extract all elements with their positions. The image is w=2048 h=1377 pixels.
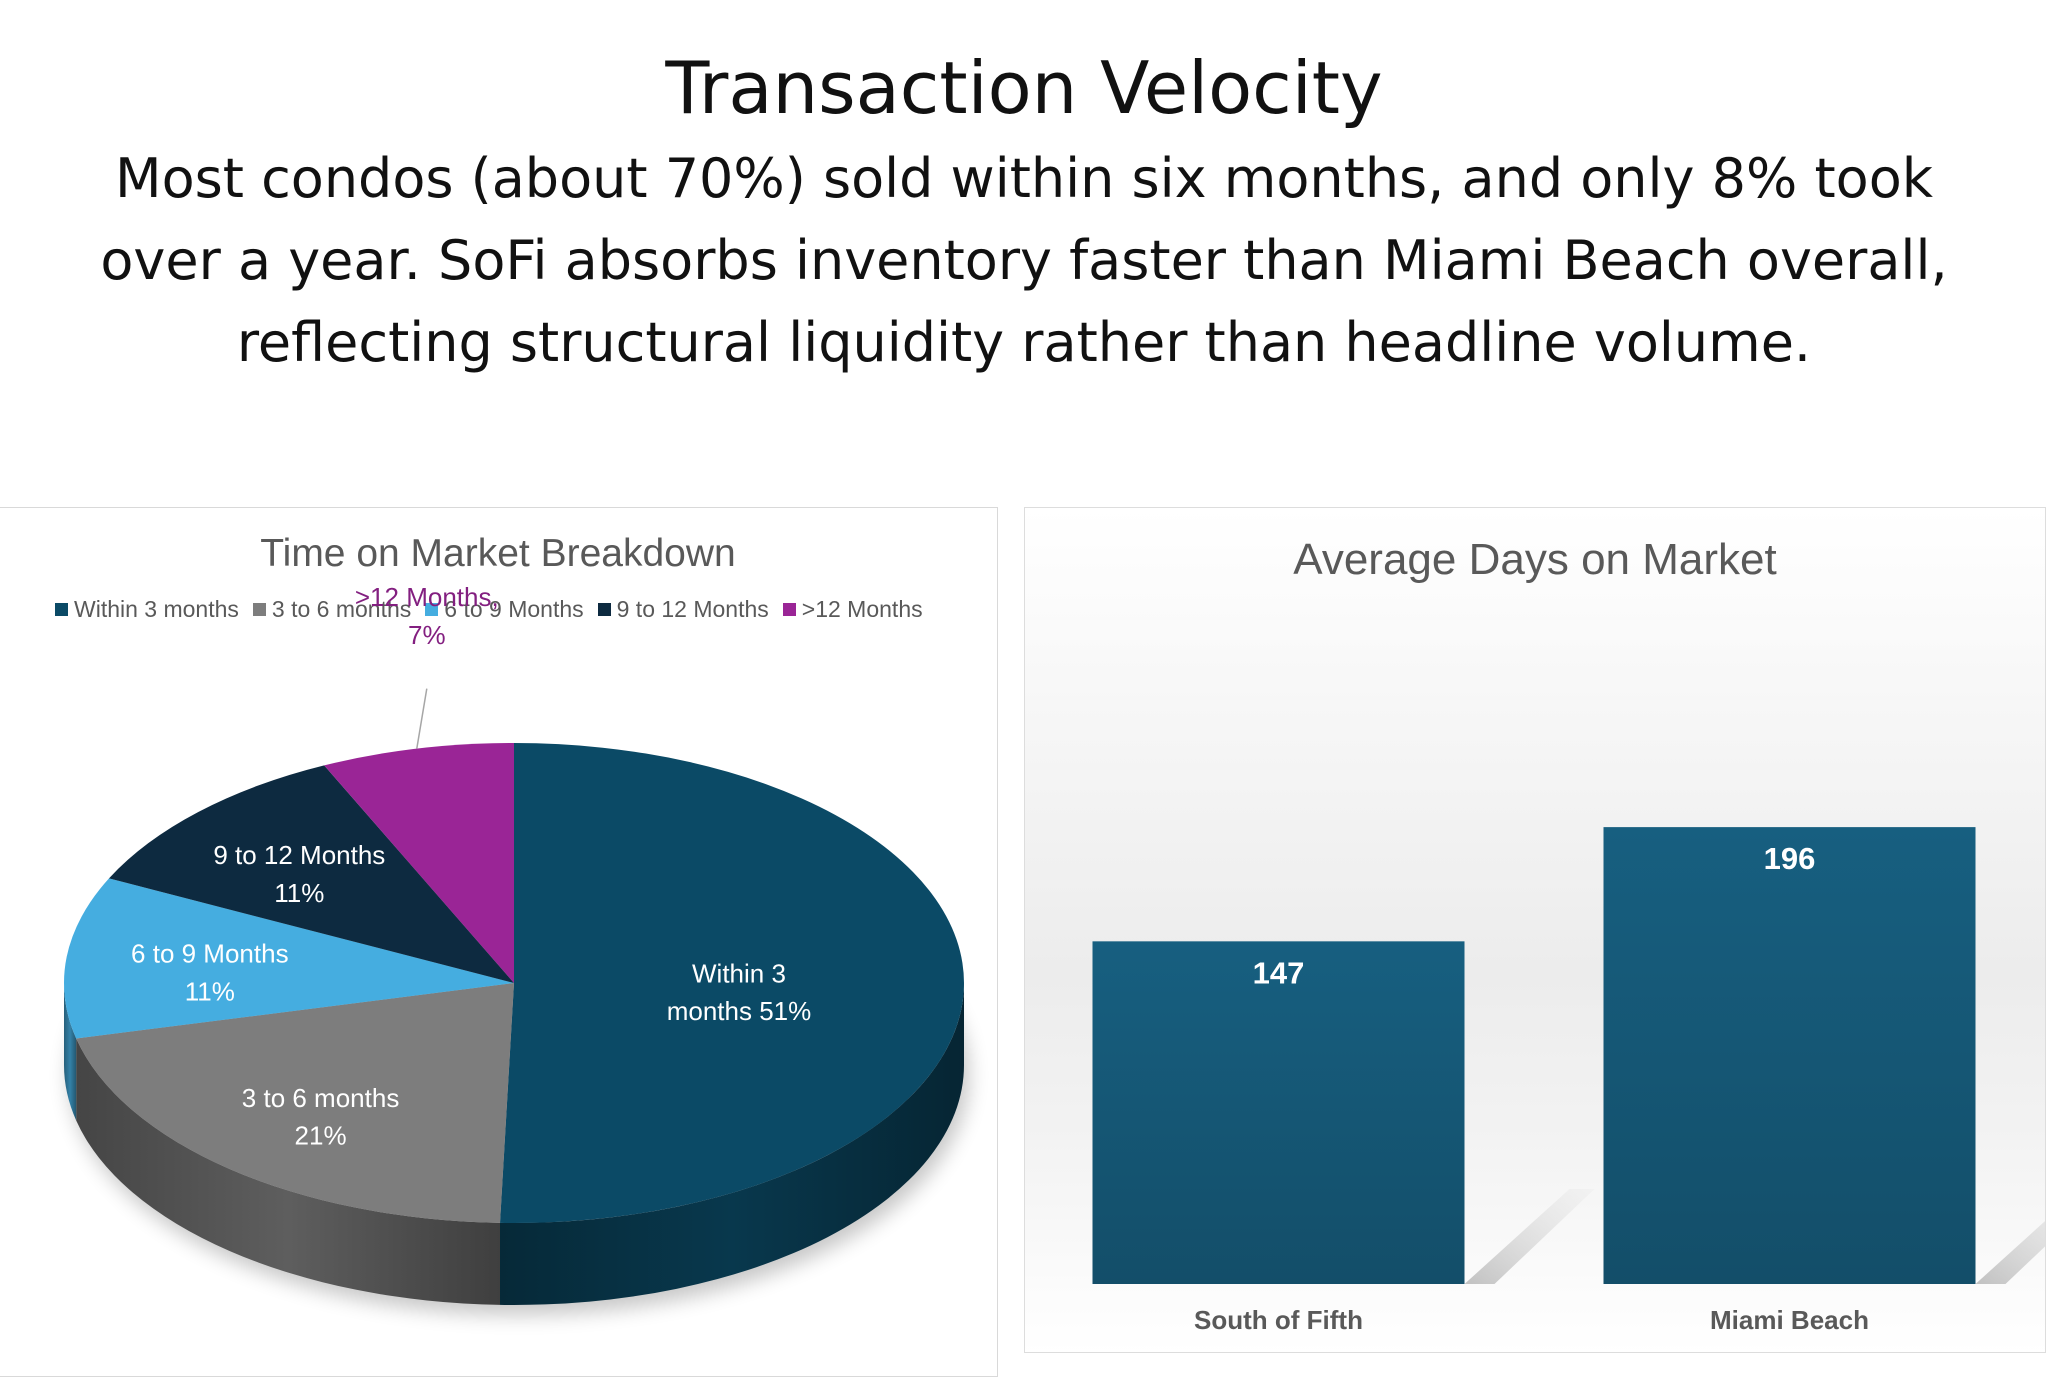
pie-chart-title: Time on Market Breakdown: [260, 532, 736, 575]
legend-label: Within 3 months: [74, 596, 239, 622]
pie-slice-9-to-12-months: [108, 765, 514, 983]
pie-side-within-3-months: [500, 983, 964, 1305]
legend-label: >12 Months: [801, 596, 923, 622]
bar-category-label-miami-beach: Miami Beach: [1710, 1305, 1869, 1335]
pie-data-label-line: 21%: [295, 1121, 347, 1151]
legend-swatch: [55, 603, 68, 616]
pie-chart-panel: Time on Market Breakdown Within 3 months…: [0, 507, 998, 1377]
page-subtitle: Most condos (about 70%) sold within six …: [100, 147, 1948, 374]
legend-swatch: [252, 603, 266, 616]
pie-data-label-over-12-months: >12 Months, 7%: [355, 582, 499, 650]
pie-data-label-line: 11%: [185, 976, 235, 1006]
bar-south-of-fifth: [1092, 941, 1465, 1284]
legend-item-over-12-months: >12 Months: [782, 596, 923, 623]
pie-data-label-line: months 51%: [667, 996, 812, 1026]
pie-legend: Within 3 months 3 to 6 months 6 to 9 Mon…: [55, 596, 985, 623]
pie-leader-line: [416, 688, 428, 749]
pie-slice-within-3-months: [500, 743, 964, 1223]
bar-chart-svg: 147 South of Fifth 196 Miami Beach: [1025, 508, 2045, 1352]
pie-slice-6-to-9-months: [63, 878, 514, 1039]
pie-data-label-line: >12 Months,: [355, 582, 499, 612]
pie-data-label-3-to-6-months: 3 to 6 months 21%: [242, 1083, 400, 1151]
pie-slice-3-to-6-months: [76, 983, 514, 1223]
legend-label: 9 to 12 Months: [616, 596, 769, 622]
legend-label: 3 to 6 months: [271, 596, 412, 622]
legend-swatch: [425, 603, 439, 616]
legend-item-within-3-months: Within 3 months: [55, 596, 239, 623]
bar-data-label-miami-beach: 196: [1764, 841, 1816, 876]
pie-data-label-line: 11%: [274, 878, 324, 908]
legend-label: 6 to 9 Months: [444, 596, 584, 622]
bar-category-label-south-of-fifth: South of Fifth: [1194, 1305, 1363, 1335]
legend-swatch: [597, 603, 611, 616]
bar-shadow: [1464, 1189, 1595, 1284]
pie-side-6-to-9-months: [64, 983, 77, 1121]
legend-swatch: [782, 603, 796, 616]
pie-data-label-line: 6 to 9 Months: [131, 939, 289, 969]
legend-item-6-to-9-months: 6 to 9 Months: [425, 596, 584, 623]
legend-item-3-to-6-months: 3 to 6 months: [252, 596, 412, 623]
bar-miami-beach: [1603, 827, 1976, 1284]
page-title: Transaction Velocity: [665, 46, 1383, 130]
bar-chart-title: Average Days on Market: [1293, 535, 1777, 584]
pie-data-label-6-to-9-months: 6 to 9 Months 11%: [131, 939, 289, 1007]
pie-data-label-line: 3 to 6 months: [242, 1083, 400, 1113]
pie-data-label-line: Within 3: [692, 958, 786, 988]
pie-data-label-line: 9 to 12 Months: [213, 840, 385, 870]
pie-data-label-9-to-12-months: 9 to 12 Months 11%: [213, 840, 385, 908]
bar-data-label-south-of-fifth: 147: [1253, 955, 1305, 990]
pie-data-label-within-3-months: Within 3 months 51%: [667, 958, 812, 1026]
pie-slice-over-12-months: [324, 743, 514, 983]
pie-data-label-line: 7%: [408, 620, 446, 650]
pie-side-3-to-6-months: [76, 1038, 501, 1305]
bar-chart-panel: 147 South of Fifth 196 Miami Beach Average …: [1024, 507, 2046, 1353]
legend-item-9-to-12-months: 9 to 12 Months: [597, 596, 769, 623]
pie-chart-svg: Within 3 months 51% 3 to 6 months 21% 6 to 9…: [63, 582, 969, 1315]
